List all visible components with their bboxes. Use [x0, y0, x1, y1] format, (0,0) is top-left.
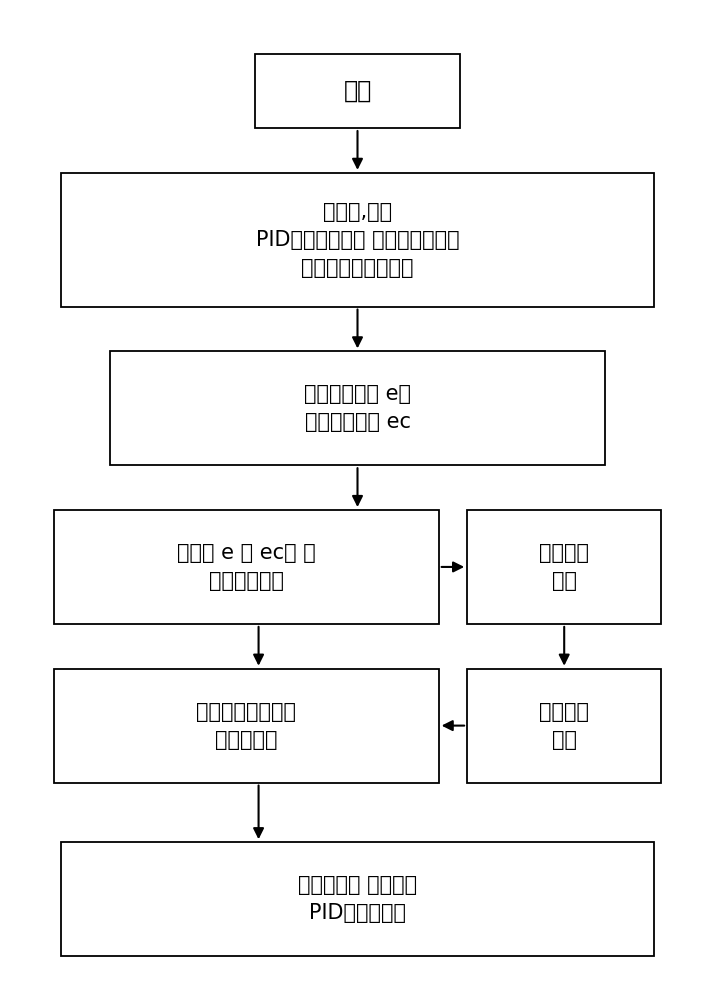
Text: 模糊规则
修正: 模糊规则 修正 — [539, 702, 589, 750]
Text: 计算温度偏差 e和
偏差的变化率 ec: 计算温度偏差 e和 偏差的变化率 ec — [304, 384, 411, 432]
FancyBboxPatch shape — [61, 173, 654, 307]
Text: 模糊规则
决策: 模糊规则 决策 — [539, 543, 589, 591]
Text: 初始化,包括
PID参数初始化， 读入传感器温度
值和目标温度设定值: 初始化,包括 PID参数初始化， 读入传感器温度 值和目标温度设定值 — [256, 202, 459, 278]
Text: 去模糊化， 计算输出
PID参数控制量: 去模糊化， 计算输出 PID参数控制量 — [298, 875, 417, 923]
FancyBboxPatch shape — [54, 510, 439, 624]
FancyBboxPatch shape — [61, 842, 654, 956]
FancyBboxPatch shape — [467, 510, 661, 624]
FancyBboxPatch shape — [54, 669, 439, 783]
FancyBboxPatch shape — [467, 669, 661, 783]
FancyBboxPatch shape — [255, 54, 460, 128]
FancyBboxPatch shape — [110, 351, 605, 465]
Text: 依据模糊规则表进
行模糊推理: 依据模糊规则表进 行模糊推理 — [196, 702, 296, 750]
Text: 开始: 开始 — [343, 79, 372, 103]
Text: 模糊化 e 和 ec， 对
应计算隶属度: 模糊化 e 和 ec， 对 应计算隶属度 — [177, 543, 315, 591]
